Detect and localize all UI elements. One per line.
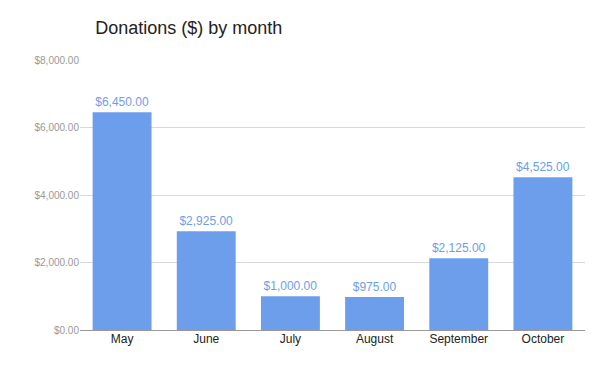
svg-text:$1,000.00: $1,000.00 bbox=[264, 279, 318, 293]
svg-text:$0.00: $0.00 bbox=[54, 325, 79, 336]
svg-text:$975.00: $975.00 bbox=[353, 280, 397, 294]
svg-text:$2,925.00: $2,925.00 bbox=[179, 214, 233, 228]
svg-text:$2,125.00: $2,125.00 bbox=[432, 241, 486, 255]
svg-text:May: May bbox=[111, 332, 134, 346]
svg-text:September: September bbox=[429, 332, 488, 346]
svg-text:June: June bbox=[193, 332, 219, 346]
svg-text:$4,525.00: $4,525.00 bbox=[516, 160, 570, 174]
svg-text:$8,000.00: $8,000.00 bbox=[35, 55, 80, 66]
svg-text:Donations ($) by month: Donations ($) by month bbox=[95, 18, 282, 38]
svg-text:$6,000.00: $6,000.00 bbox=[35, 122, 80, 133]
svg-text:$2,000.00: $2,000.00 bbox=[35, 257, 80, 268]
svg-text:October: October bbox=[522, 332, 565, 346]
svg-text:July: July bbox=[280, 332, 301, 346]
svg-text:$4,000.00: $4,000.00 bbox=[35, 190, 80, 201]
svg-text:August: August bbox=[356, 332, 394, 346]
svg-text:$6,450.00: $6,450.00 bbox=[95, 95, 149, 109]
